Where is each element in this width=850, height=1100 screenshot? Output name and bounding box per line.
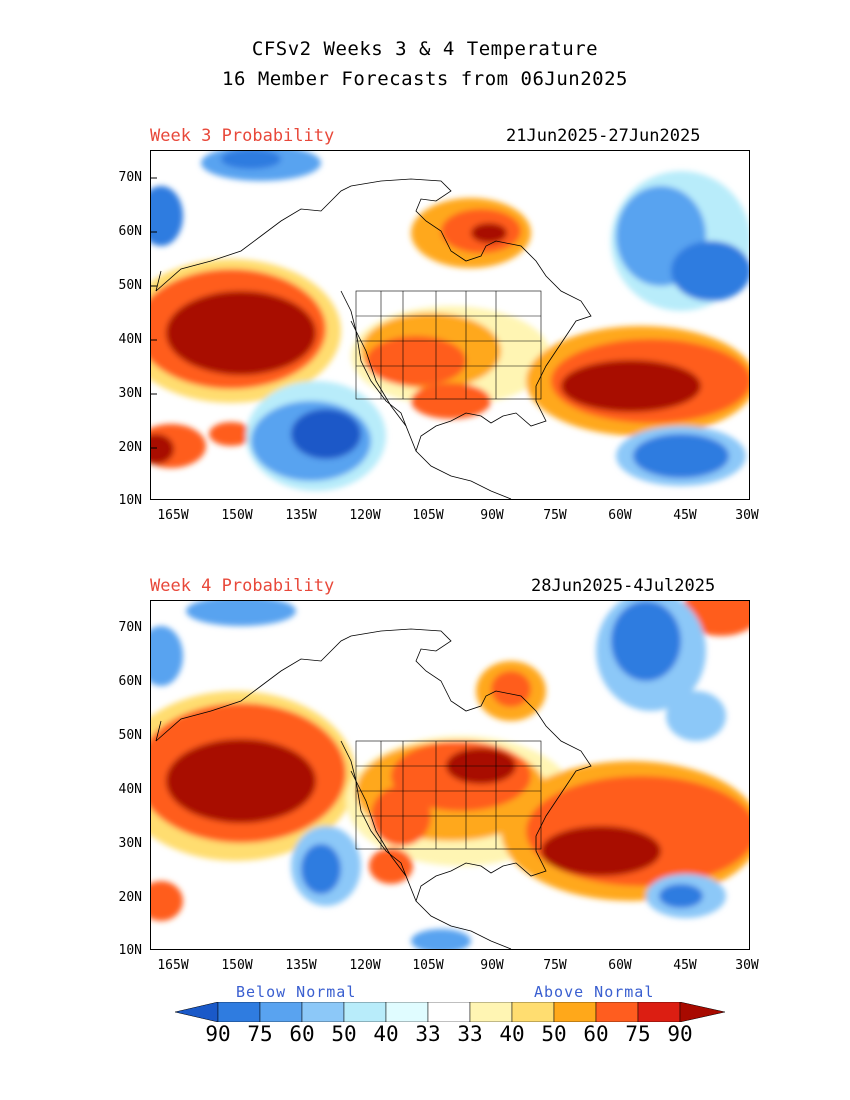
week3-lon-label-165w: 165W bbox=[157, 508, 189, 523]
legend-value-label: 75 bbox=[247, 1022, 273, 1046]
legend-value-label: 50 bbox=[331, 1022, 357, 1046]
week3-lat-label-40n: 40N bbox=[118, 332, 142, 347]
week3-lon-label-105w: 105W bbox=[412, 508, 444, 523]
week4-lat-label-60n: 60N bbox=[118, 674, 142, 689]
week3-lat-label-20n: 20N bbox=[118, 440, 142, 455]
week3-lon-label-30w: 30W bbox=[735, 508, 759, 523]
legend-below-normal-label: Below Normal bbox=[236, 983, 357, 1001]
week3-lon-label-150w: 150W bbox=[221, 508, 253, 523]
week3-probability-map bbox=[150, 150, 750, 500]
week3-lon-label-90w: 90W bbox=[480, 508, 504, 523]
week3-lon-label-135w: 135W bbox=[285, 508, 317, 523]
week4-lon-label-90w: 90W bbox=[480, 958, 504, 973]
week4-lat-label-20n: 20N bbox=[118, 890, 142, 905]
legend-color-bar bbox=[175, 1002, 725, 1022]
legend-value-label: 40 bbox=[499, 1022, 525, 1046]
legend-value-label: 60 bbox=[289, 1022, 315, 1046]
week4-panel-label: Week 4 Probability bbox=[150, 576, 335, 596]
week4-lon-label-30w: 30W bbox=[735, 958, 759, 973]
legend-value-label: 50 bbox=[541, 1022, 567, 1046]
week4-probability-map bbox=[150, 600, 750, 950]
legend-swatch-arrow-left bbox=[175, 1002, 219, 1022]
legend-swatch bbox=[385, 1002, 429, 1022]
week4-lat-label-40n: 40N bbox=[118, 782, 142, 797]
week3-date-range: 21Jun2025-27Jun2025 bbox=[506, 126, 701, 146]
week4-lat-label-70n: 70N bbox=[118, 620, 142, 635]
week4-lon-label-45w: 45W bbox=[673, 958, 697, 973]
week3-lat-label-30n: 30N bbox=[118, 386, 142, 401]
chart-title-line2: 16 Member Forecasts from 06Jun2025 bbox=[222, 68, 628, 90]
legend-swatch bbox=[637, 1002, 681, 1022]
week4-lon-label-135w: 135W bbox=[285, 958, 317, 973]
week4-lon-label-105w: 105W bbox=[412, 958, 444, 973]
week3-lon-label-60w: 60W bbox=[608, 508, 632, 523]
legend-value-label: 90 bbox=[667, 1022, 693, 1046]
legend-value-label: 33 bbox=[457, 1022, 483, 1046]
legend-value-label: 40 bbox=[373, 1022, 399, 1046]
legend-above-normal-label: Above Normal bbox=[534, 983, 655, 1001]
legend-swatch bbox=[427, 1002, 471, 1022]
week4-date-range: 28Jun2025-4Jul2025 bbox=[531, 576, 716, 596]
week3-lon-label-120w: 120W bbox=[349, 508, 381, 523]
legend-swatch bbox=[301, 1002, 345, 1022]
week4-lon-label-75w: 75W bbox=[543, 958, 567, 973]
week4-lon-label-150w: 150W bbox=[221, 958, 253, 973]
week3-lat-label-60n: 60N bbox=[118, 224, 142, 239]
legend-value-label: 75 bbox=[625, 1022, 651, 1046]
legend-swatch bbox=[343, 1002, 387, 1022]
week3-lon-label-75w: 75W bbox=[543, 508, 567, 523]
chart-title-line1: CFSv2 Weeks 3 & 4 Temperature bbox=[251, 38, 599, 60]
week3-panel-label: Week 3 Probability bbox=[150, 126, 335, 146]
week4-lat-label-10n: 10N bbox=[118, 943, 142, 958]
legend-swatch bbox=[259, 1002, 303, 1022]
legend-swatch bbox=[511, 1002, 555, 1022]
legend-swatch bbox=[595, 1002, 639, 1022]
week4-lat-label-30n: 30N bbox=[118, 836, 142, 851]
week3-lat-label-70n: 70N bbox=[118, 170, 142, 185]
legend-swatch bbox=[469, 1002, 513, 1022]
week4-lon-label-120w: 120W bbox=[349, 958, 381, 973]
week3-lat-label-50n: 50N bbox=[118, 278, 142, 293]
legend-swatch-arrow-right bbox=[679, 1002, 725, 1022]
week4-lon-label-165w: 165W bbox=[157, 958, 189, 973]
legend-swatch bbox=[217, 1002, 261, 1022]
week3-lon-label-45w: 45W bbox=[673, 508, 697, 523]
week3-lat-label-10n: 10N bbox=[118, 493, 142, 508]
legend-swatch bbox=[553, 1002, 597, 1022]
legend-value-label: 60 bbox=[583, 1022, 609, 1046]
legend-value-label: 33 bbox=[415, 1022, 441, 1046]
week4-lon-label-60w: 60W bbox=[608, 958, 632, 973]
week4-lat-label-50n: 50N bbox=[118, 728, 142, 743]
legend-value-label: 90 bbox=[205, 1022, 231, 1046]
